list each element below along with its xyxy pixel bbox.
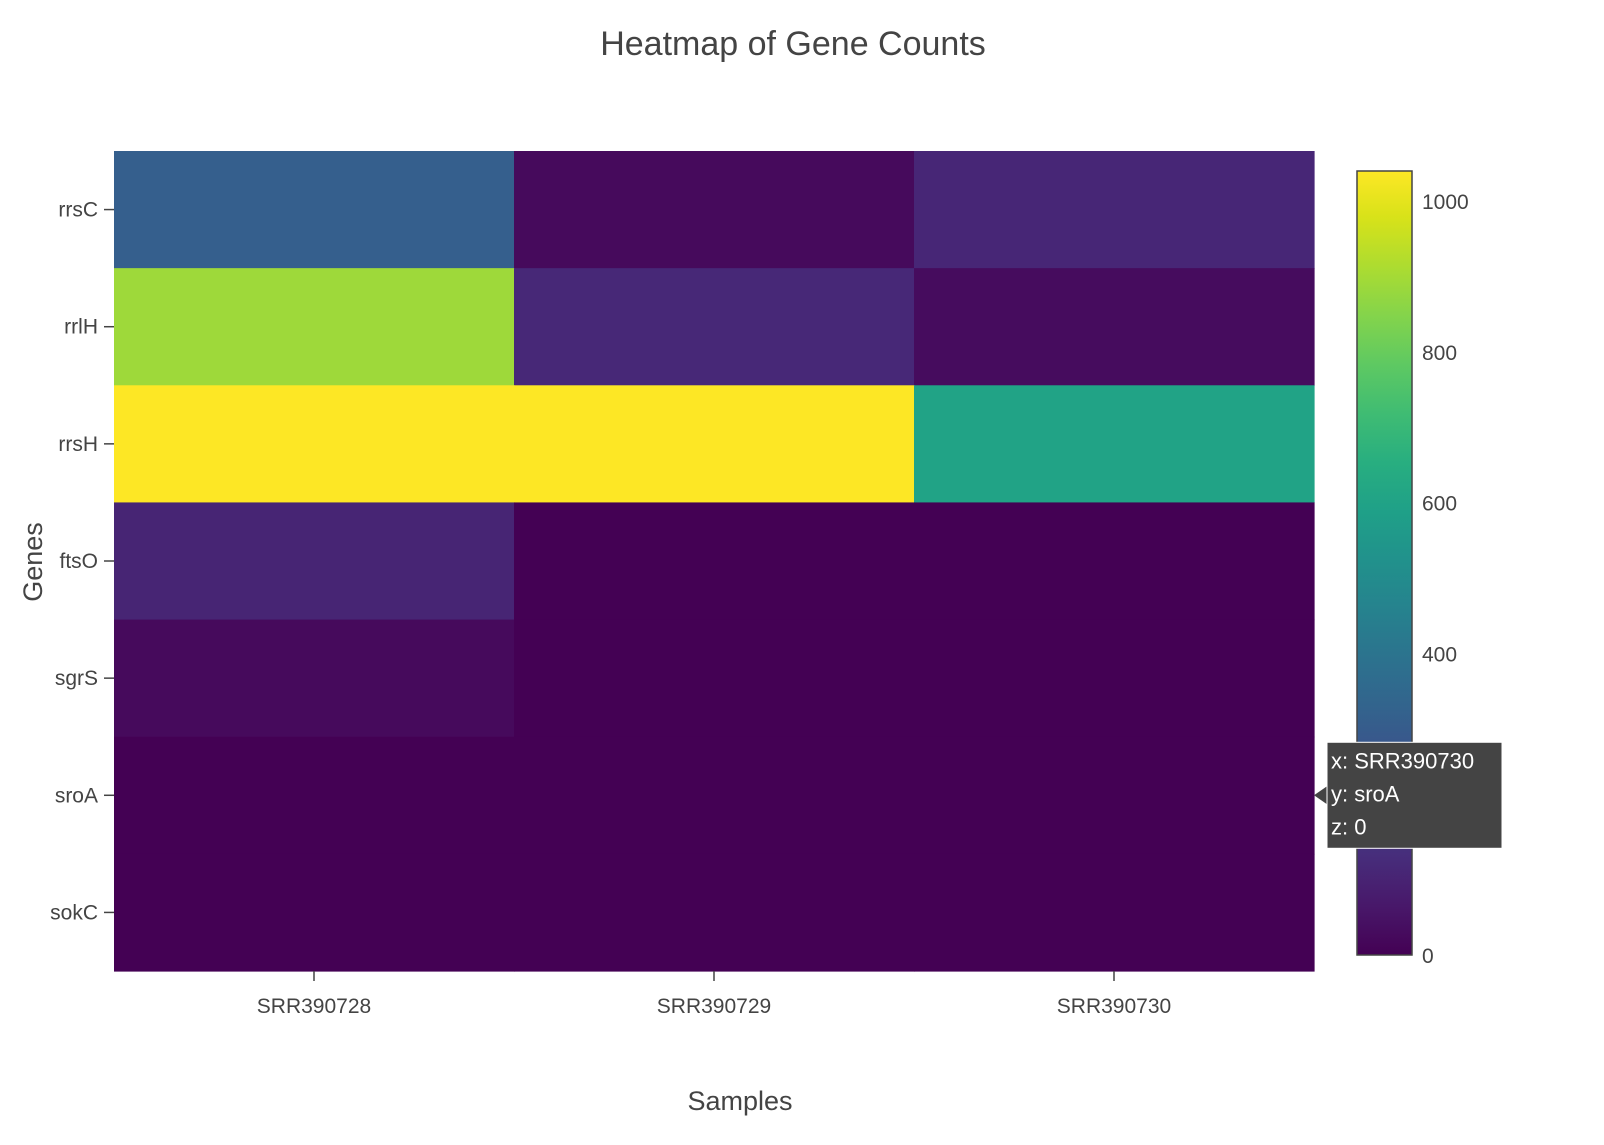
tooltip-line: z: 0 [1331, 814, 1366, 839]
hover-tooltip: x: SRR390730 y: sroA z: 0 [1314, 741, 1503, 849]
heatmap-cell-sokC-SRR390728[interactable] [114, 853, 515, 972]
heatmap-cells [114, 151, 1315, 972]
colorbar-tick-label: 400 [1422, 643, 1457, 666]
heatmap-cell-rrsC-SRR390728[interactable] [114, 151, 515, 269]
heatmap-cell-rrsC-SRR390729[interactable] [514, 151, 915, 269]
heatmap-cell-sgrS-SRR390728[interactable] [114, 619, 515, 738]
x-axis: SRR390728 SRR390729 SRR390730 [257, 971, 1171, 1018]
heatmap-cell-ftsO-SRR390729[interactable] [514, 502, 915, 621]
y-axis: rrsC rrlH rrsH ftsO sgrS sroA sokC [50, 199, 114, 924]
heatmap-cell-sgrS-SRR390729[interactable] [514, 619, 915, 738]
heatmap-cell-rrsH-SRR390728[interactable] [114, 385, 515, 504]
tooltip-pointer [1314, 786, 1327, 805]
heatmap-cell-ftsO-SRR390728[interactable] [114, 502, 515, 621]
heatmap-cell-sroA-SRR390730[interactable] [914, 736, 1315, 855]
heatmap-cell-rrsC-SRR390730[interactable] [914, 151, 1315, 269]
heatmap-cell-sokC-SRR390729[interactable] [514, 853, 915, 972]
heatmap-cell-rrsH-SRR390730[interactable] [914, 385, 1315, 504]
x-tick-label: SRR390728 [257, 995, 371, 1018]
x-axis-title: Samples [687, 1086, 792, 1116]
y-tick-label: sroA [55, 784, 98, 807]
chart-title: Heatmap of Gene Counts [600, 25, 986, 63]
colorbar-tick-label: 600 [1422, 493, 1457, 516]
colorbar-tick-label: 800 [1422, 342, 1457, 365]
colorbar-tick-label: 1000 [1422, 191, 1469, 214]
x-tick-label: SRR390729 [657, 995, 771, 1018]
heatmap-cell-sgrS-SRR390730[interactable] [914, 619, 1315, 738]
heatmap-cell-ftsO-SRR390730[interactable] [914, 502, 1315, 621]
colorbar-tick-label: 0 [1422, 945, 1434, 968]
y-tick-label: sgrS [55, 667, 98, 690]
heatmap-cell-sokC-SRR390730[interactable] [914, 853, 1315, 972]
tooltip-line: x: SRR390730 [1331, 748, 1474, 773]
tooltip-line: y: sroA [1331, 781, 1400, 806]
y-axis-title: Genes [18, 522, 48, 602]
y-tick-label: rrlH [64, 316, 98, 339]
y-tick-label: sokC [50, 901, 98, 924]
heatmap-cell-rrlH-SRR390728[interactable] [114, 268, 515, 386]
heatmap-cell-rrsH-SRR390729[interactable] [514, 385, 915, 504]
y-tick-label: rrsH [58, 433, 98, 456]
heatmap-cell-rrlH-SRR390729[interactable] [514, 268, 915, 386]
y-tick-label: rrsC [58, 199, 98, 222]
tooltip-box [1326, 741, 1503, 849]
x-tick-label: SRR390730 [1057, 995, 1171, 1018]
heatmap-cell-sroA-SRR390728[interactable] [114, 736, 515, 855]
y-tick-label: ftsO [59, 550, 98, 573]
heatmap-cell-sroA-SRR390729[interactable] [514, 736, 915, 855]
heatmap-cell-rrlH-SRR390730[interactable] [914, 268, 1315, 386]
